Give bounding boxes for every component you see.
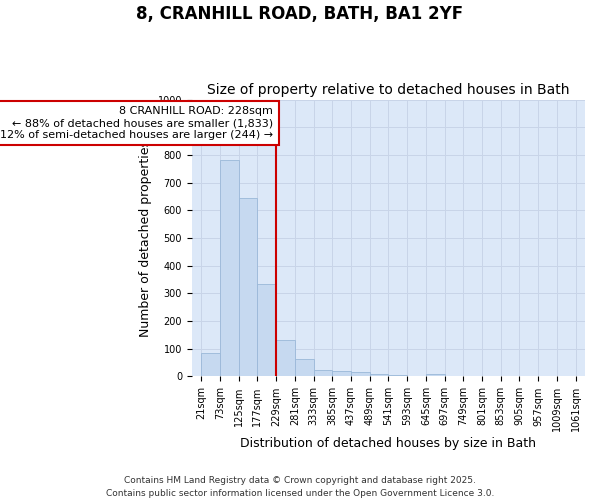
Bar (276, 340, 295, 376)
Y-axis label: Number of detached properties: Number of detached properties (139, 140, 152, 336)
Bar (388, 375, 407, 376)
Bar (257, 284, 276, 376)
Bar (201, 354, 220, 376)
Bar (314, 370, 332, 376)
Bar (351, 372, 370, 376)
Bar (239, 198, 257, 376)
Bar (220, 160, 239, 376)
X-axis label: Distribution of detached houses by size in Bath: Distribution of detached houses by size … (241, 437, 536, 450)
Bar (295, 360, 314, 376)
Text: 8, CRANHILL ROAD, BATH, BA1 2YF: 8, CRANHILL ROAD, BATH, BA1 2YF (136, 5, 464, 23)
Bar (332, 371, 351, 376)
Title: Size of property relative to detached houses in Bath: Size of property relative to detached ho… (207, 83, 569, 97)
Text: 8 CRANHILL ROAD: 228sqm
← 88% of detached houses are smaller (1,833)
12% of semi: 8 CRANHILL ROAD: 228sqm ← 88% of detache… (0, 106, 273, 140)
Text: Contains HM Land Registry data © Crown copyright and database right 2025.
Contai: Contains HM Land Registry data © Crown c… (106, 476, 494, 498)
Bar (370, 374, 388, 376)
Bar (426, 374, 445, 376)
